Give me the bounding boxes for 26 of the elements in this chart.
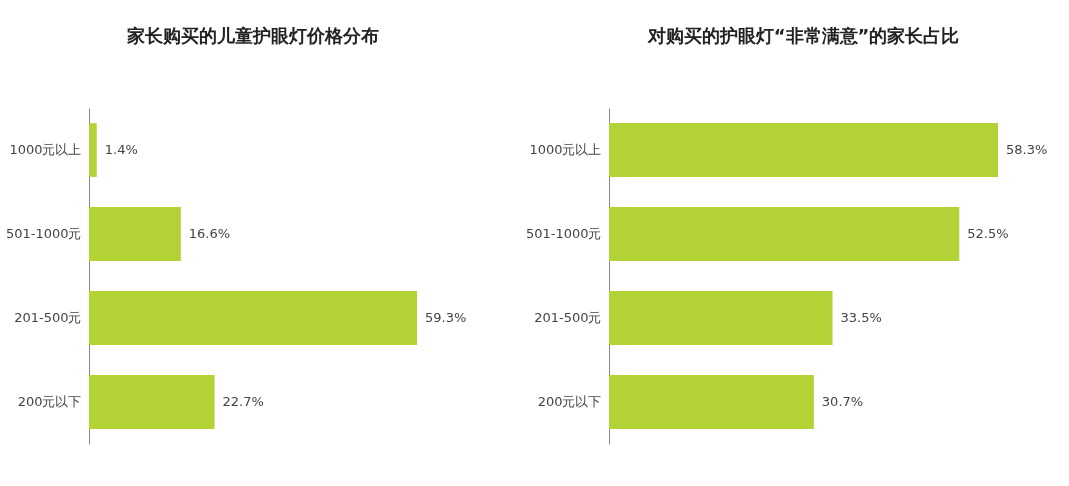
bar [609, 375, 814, 429]
y-tick-label: 200元以下 [537, 394, 602, 409]
data-label: 30.7% [821, 394, 864, 409]
y-tick-label: 501-1000元 [5, 226, 82, 241]
bar [609, 291, 833, 345]
data-label: 1.4% [104, 142, 138, 157]
y-tick-label: 200元以下 [17, 394, 82, 409]
bar [609, 207, 960, 261]
y-tick-label: 201-500元 [534, 310, 602, 325]
data-label: 22.7% [222, 394, 264, 409]
chart-title: 对购买的护眼灯“非常满意”的家长占比 [646, 25, 960, 46]
chart-title: 家长购买的儿童护眼灯价格分布 [126, 25, 379, 46]
data-label: 52.5% [967, 226, 1009, 241]
bar [89, 207, 181, 261]
data-label: 16.6% [188, 226, 231, 241]
data-label: 33.5% [840, 310, 882, 325]
bar [89, 291, 417, 345]
y-tick-label: 201-500元 [14, 310, 82, 325]
data-label: 59.3% [425, 310, 467, 325]
y-tick-label: 501-1000元 [525, 226, 602, 241]
bar [609, 123, 998, 177]
bar [89, 123, 97, 177]
data-label: 58.3% [1006, 142, 1048, 157]
y-tick-label: 1000元以上 [529, 142, 602, 157]
y-tick-label: 1000元以上 [9, 142, 82, 157]
bar [89, 375, 215, 429]
